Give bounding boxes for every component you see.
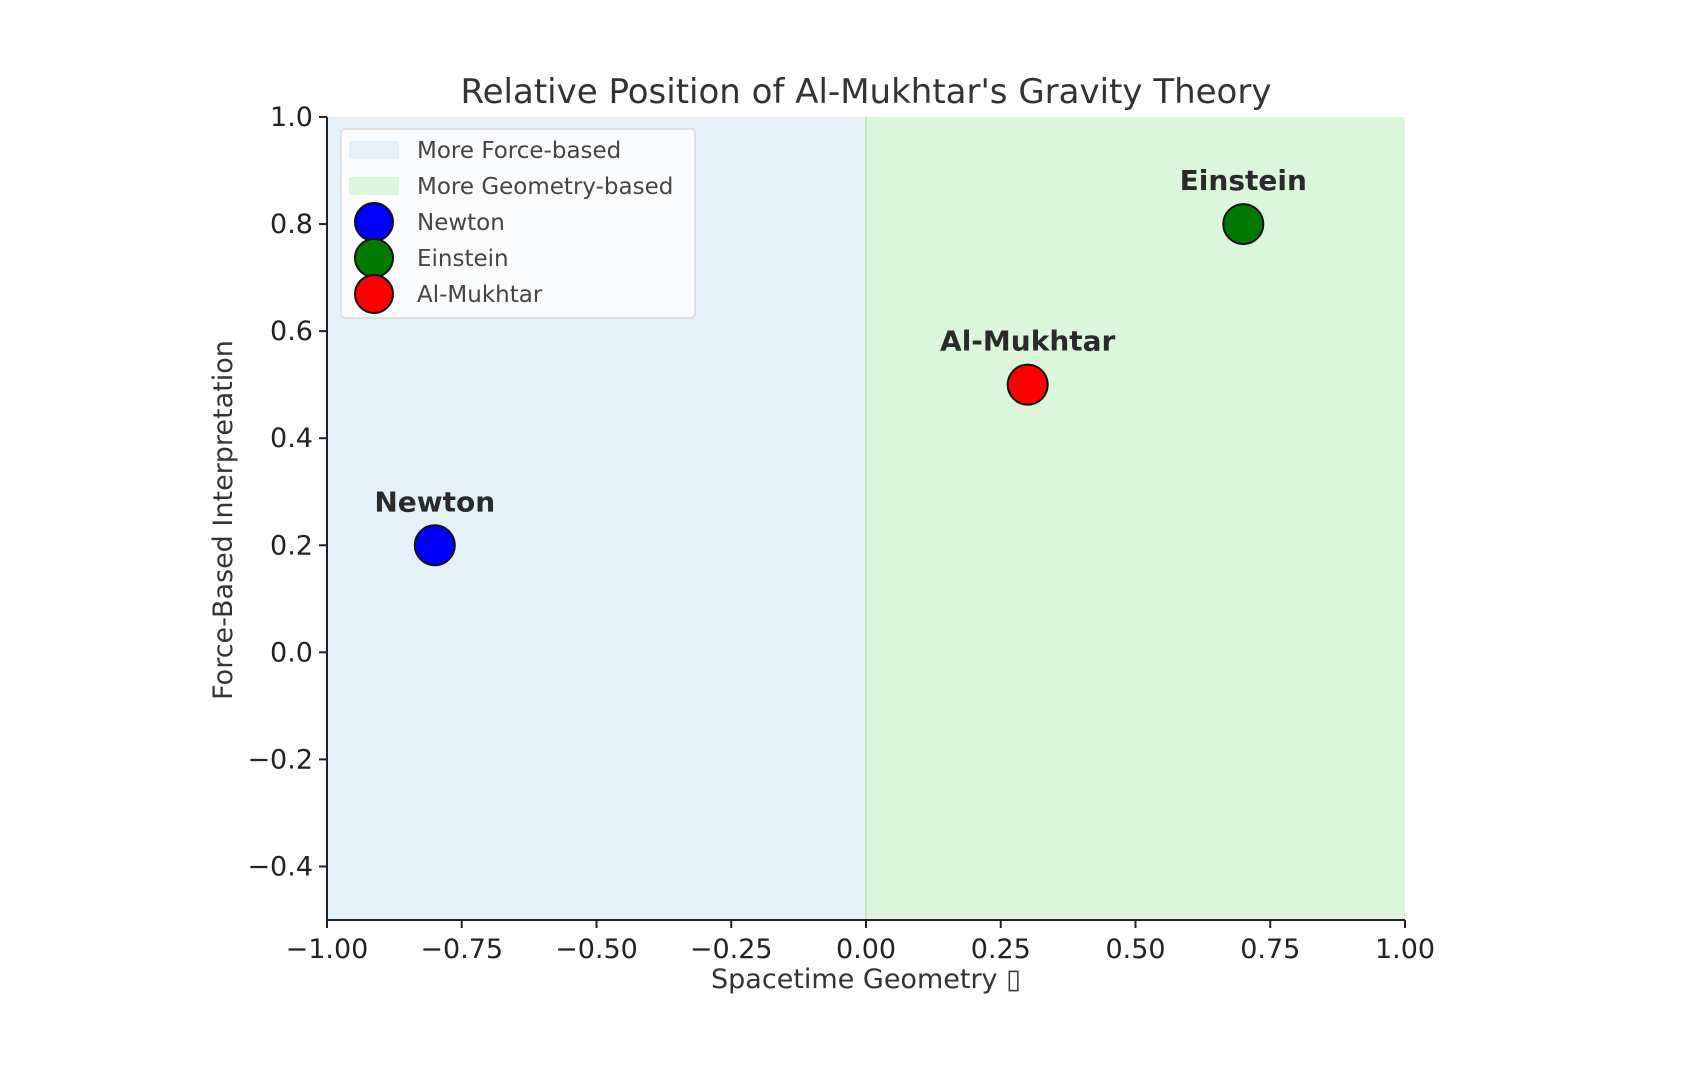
axis-ticks: −1.00 −0.75 −0.50 −0.25 0.00 0.25 0.50 0.75 1.00…: [247, 102, 1435, 965]
legend-marker: [354, 238, 394, 278]
legend-swatch: [349, 141, 399, 159]
y-tick-label: 1.0: [270, 102, 313, 133]
x-tick-label: −1.00: [286, 934, 369, 965]
x-tick-label: 0.25: [971, 934, 1031, 965]
legend-entry-label: Newton: [417, 210, 505, 236]
y-tick-label: −0.4: [247, 851, 313, 882]
x-tick-label: 1.00: [1375, 934, 1435, 965]
x-tick-label: 0.50: [1105, 934, 1165, 965]
legend-swatch: [349, 177, 399, 195]
y-tick-label: 0.8: [270, 209, 313, 240]
legend-entry-label: Al-Mukhtar: [417, 282, 543, 308]
x-tick-label: −0.50: [555, 934, 638, 965]
x-axis-label: Spacetime Geometry ▯: [711, 964, 1021, 995]
data-points: Newton Einstein Al-Mukhtar: [374, 164, 1307, 567]
y-tick-label: 0.0: [270, 637, 313, 668]
y-tick-label: 0.2: [270, 530, 313, 561]
legend: More Force-based More Geometry-based Newto…: [340, 128, 696, 319]
y-axis-label: Force-Based Interpretation: [208, 340, 239, 700]
x-tick-label: 0.75: [1240, 934, 1300, 965]
region-more-geometry-based: [866, 117, 1405, 920]
legend-entry-label: More Force-based: [417, 138, 621, 164]
legend-marker: [354, 202, 394, 242]
x-tick-label: −0.75: [420, 934, 503, 965]
chart-title: Relative Position of Al-Mukhtar's Gravit…: [461, 72, 1272, 112]
point-einstein: [1222, 203, 1265, 246]
point-newton: [413, 524, 456, 567]
legend-box: [340, 128, 696, 319]
point-label-einstein: Einstein: [1180, 164, 1307, 197]
y-tick-label: 0.4: [270, 423, 313, 454]
point-label-al-mukhtar: Al-Mukhtar: [940, 325, 1116, 358]
y-tick-label: −0.2: [247, 744, 313, 775]
legend-entry-label: Einstein: [417, 246, 509, 272]
legend-marker: [354, 274, 394, 314]
point-al-mukhtar: [1006, 363, 1049, 406]
x-tick-label: −0.25: [690, 934, 773, 965]
legend-entry-label: More Geometry-based: [417, 174, 673, 200]
x-tick-label: 0.00: [836, 934, 896, 965]
y-tick-label: 0.6: [270, 316, 313, 347]
point-label-newton: Newton: [374, 485, 495, 518]
